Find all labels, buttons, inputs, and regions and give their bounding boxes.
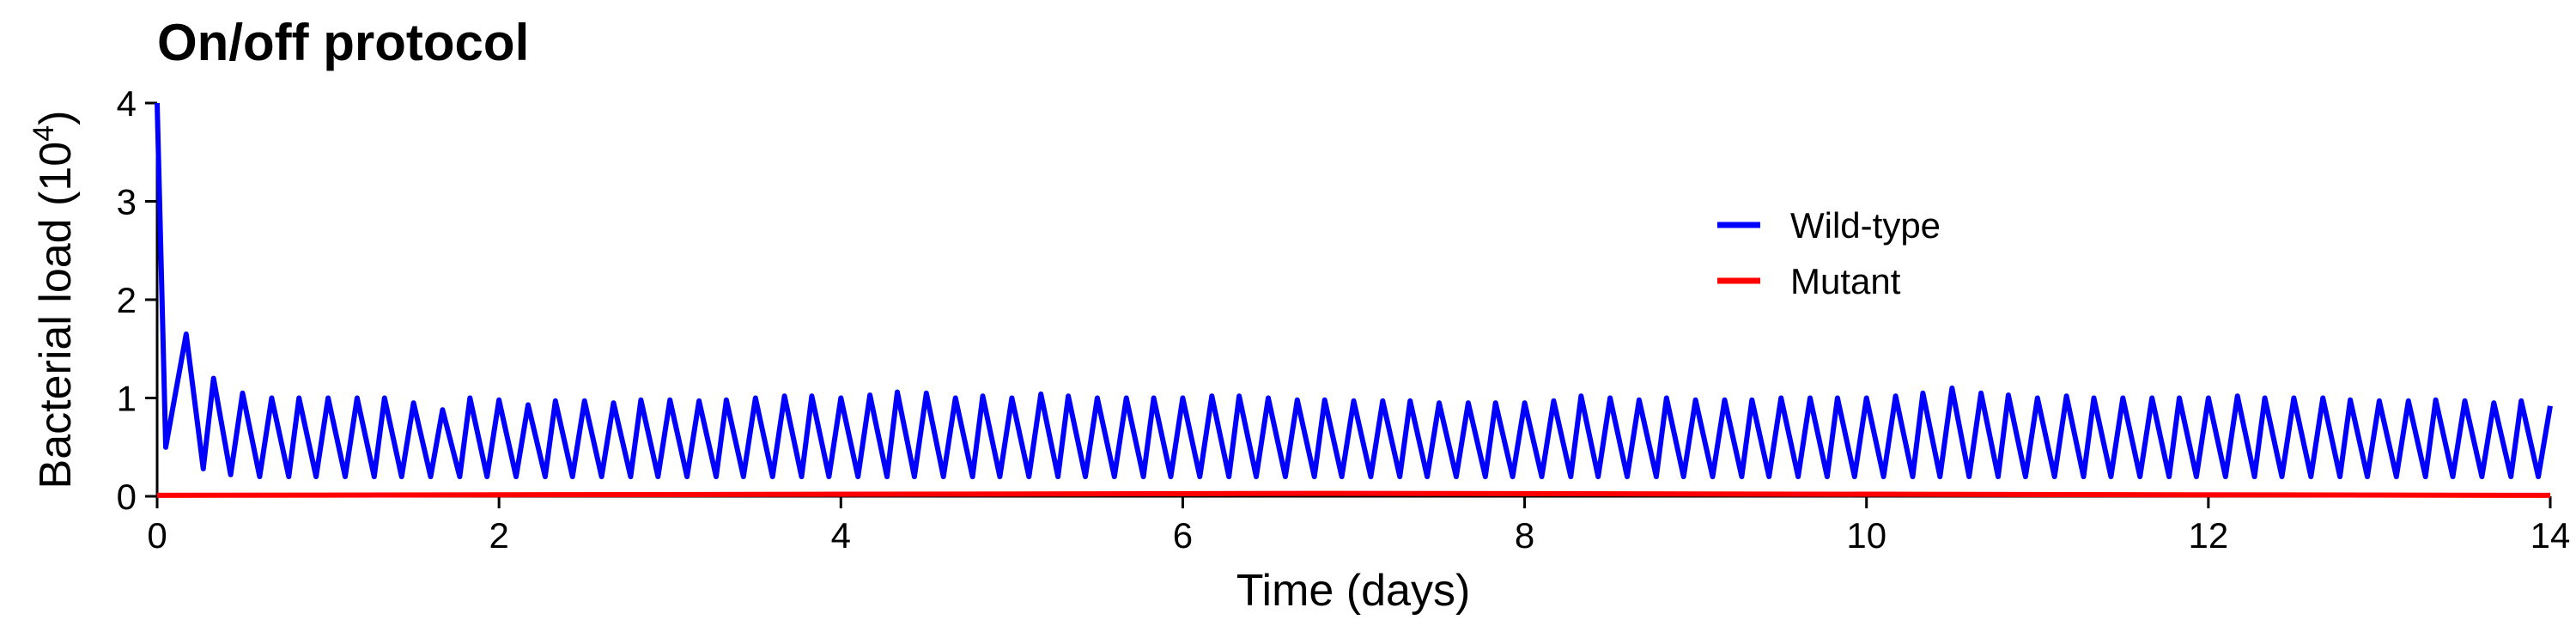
y-tick-label: 2 [117, 280, 137, 320]
x-tick-label: 2 [489, 515, 508, 556]
data-line [155, 102, 2553, 480]
chart-title: On/off protocol [157, 14, 529, 71]
data-line [156, 490, 2551, 498]
legend-label: Wild-type [1790, 205, 1941, 246]
x-tick-label: 12 [2188, 515, 2228, 556]
y-axis-label-exponent: 4 [27, 125, 60, 142]
x-tick-label: 4 [831, 515, 851, 556]
y-tick-label: 1 [117, 379, 137, 419]
x-axis-label: Time (days) [1236, 566, 1471, 616]
y-tick-label: 0 [117, 477, 137, 517]
x-tick-label: 6 [1173, 515, 1193, 556]
x-tick-label: 8 [1515, 515, 1534, 556]
y-axis-label-end: ) [31, 111, 81, 125]
y-tick-label: 4 [117, 83, 137, 124]
x-tick-label: 14 [2530, 515, 2571, 556]
legend-label: Mutant [1790, 261, 1901, 301]
x-tick-label: 10 [1846, 515, 1886, 556]
y-axis-label-text: Bacterial load (10 [31, 142, 81, 489]
x-tick-label: 0 [147, 515, 167, 556]
y-axis-label: Bacterial load (104) [27, 111, 81, 489]
y-tick-label: 3 [117, 182, 137, 222]
